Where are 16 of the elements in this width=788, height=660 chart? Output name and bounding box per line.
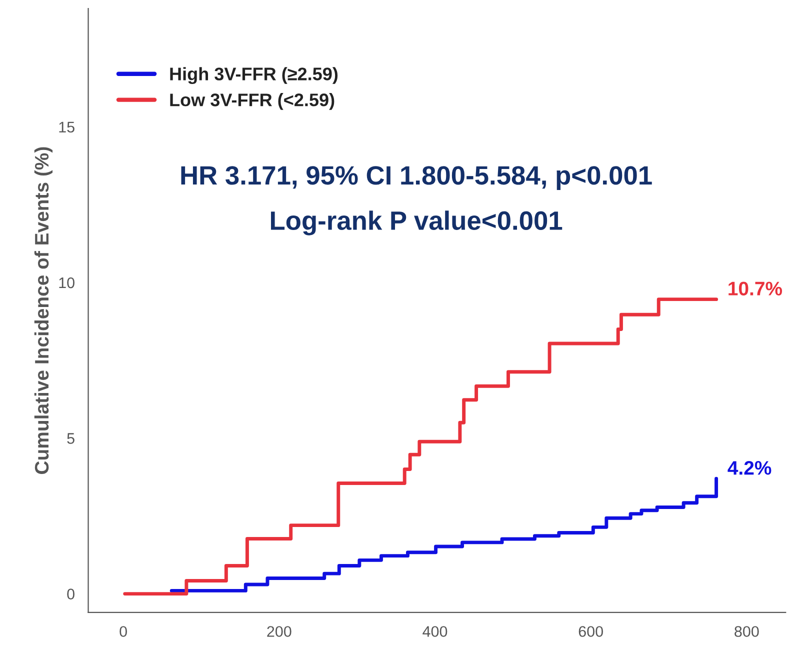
x-tick-label: 0 — [120, 626, 127, 637]
x-tick-label: 400 — [422, 626, 448, 637]
legend-label: Low 3V-FFR (<2.59) — [170, 93, 334, 110]
y-axis-title: Cumulative Incidence of Events (%) — [34, 147, 53, 474]
annotation: HR 3.171, 95% CI 1.800-5.584, p<0.001 — [181, 166, 652, 190]
x-tick-label: 200 — [267, 626, 292, 637]
annotation: Log-rank P value<0.001 — [270, 210, 562, 236]
legend-label: High 3V-FFR (≥2.59) — [170, 67, 338, 84]
y-tick-label: 10 — [59, 277, 74, 288]
annotation: 4.2% — [728, 461, 772, 475]
x-tick-label: 800 — [734, 626, 759, 637]
y-tick-label: 15 — [59, 122, 74, 133]
y-tick-label: 5 — [67, 433, 74, 444]
x-tick-label: 600 — [578, 626, 603, 637]
y-tick-label: 0 — [67, 588, 74, 600]
annotation: 10.7% — [728, 282, 782, 296]
